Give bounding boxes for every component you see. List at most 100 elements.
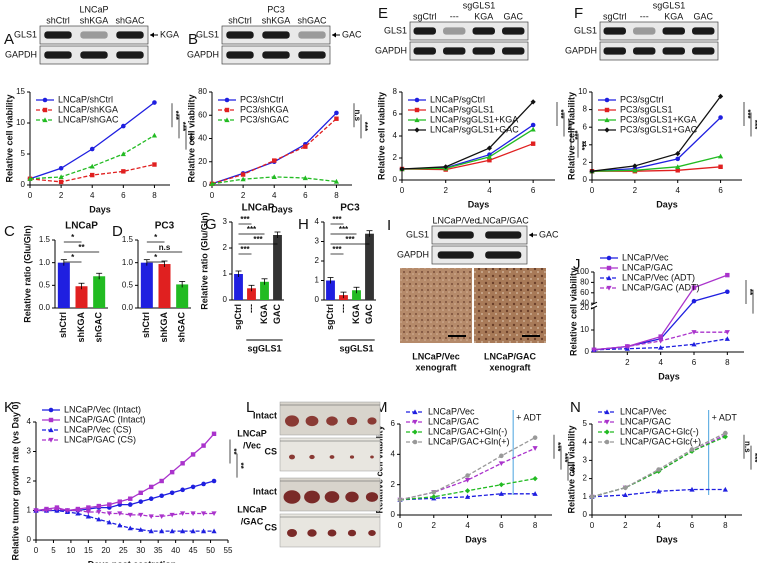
data-point [169,528,175,534]
data-point [718,164,723,170]
significance-label: *** [332,215,342,224]
data-point [169,512,175,518]
data-point [89,163,95,169]
legend-marker [604,117,610,123]
y-tick-label: 0 [223,295,228,304]
data-point [85,513,91,519]
x-tick-label: shGAC [177,312,187,343]
panel-letter: F [574,5,583,22]
legend-label: LNCaP/GAC+Gln(+) [428,436,510,446]
significance-label: *** [345,235,355,244]
significance-label: *** [563,120,572,130]
blot-title: PC3 [267,4,285,14]
blot-row-label: GAPDH [5,49,37,59]
legend-label: LNCaP/sgGLS1+GAC [430,124,519,134]
y-tick-label: 0.0 [39,303,51,312]
y-tick-label: 10 [578,87,587,96]
legend-marker [48,407,54,413]
legend-marker [414,97,420,103]
x-tick-label: 6 [499,521,504,530]
blot-band [633,27,656,35]
x-tick-label: KGA [351,304,361,325]
data-point [530,141,536,146]
significance-label: *** [332,245,342,254]
data-point [138,499,144,504]
tumor [285,415,299,427]
lane-label: sgCtrl [603,11,627,21]
x-tick-label: shKGA [159,312,169,343]
data-point [43,508,50,514]
blot-band [437,231,474,239]
y-tick-label: 4 [393,131,398,140]
data-point [96,516,102,522]
legend-marker [606,265,612,271]
panel-letter: N [570,399,581,416]
y-tick-label: 2 [27,476,32,485]
data-point [200,528,207,534]
x-tick-label: --- [246,304,256,313]
data-point [691,298,697,304]
x-tick-label: 4 [465,521,470,530]
blot-row-label: GLS1 [406,229,429,239]
data-point [530,126,536,132]
legend-marker [604,419,610,425]
y-tick-label: 1 [27,506,32,515]
data-point [431,494,437,500]
x-axis-label: Days [89,204,111,214]
data-point [443,164,449,170]
blot-strip [409,41,529,61]
legend-marker [412,419,418,425]
significance-label: *** [560,453,569,463]
data-point [148,528,154,534]
lane-label: GAC [503,11,523,21]
x-tick-label: 5 [51,546,56,555]
legend-label: LNCaP/GAC+Glc(+) [620,436,701,446]
y-tick-label: 2 [223,243,228,252]
y-tick-label: 0.0 [122,303,134,312]
bar [93,276,106,308]
x-tick-label: 4 [656,521,661,530]
legend-marker [224,97,230,103]
x-tick-label: 4 [487,186,492,195]
lane-label: KGA [664,11,683,21]
blot-band [692,47,715,55]
data-point [532,446,538,451]
blot-band [472,27,495,35]
series-line [36,480,215,512]
data-point [303,144,308,149]
legend-marker [412,439,418,445]
y-tick-label: 80 [198,87,207,96]
x-tick-label: 10 [66,546,75,555]
legend-marker [48,437,54,443]
data-point [675,151,681,157]
data-point [106,511,112,517]
x-tick-label: 0 [34,546,39,555]
data-point [138,512,144,518]
data-point [624,344,630,350]
y-axis-label: Relative cell viability [566,425,576,513]
data-point [724,336,730,341]
legend-label: LNCaP/Vec [622,252,669,262]
blot-band [298,51,326,59]
data-point [96,503,102,509]
x-tick-label: 2 [625,358,630,367]
data-point [120,151,126,157]
x-axis-label: Days [658,371,680,381]
blot-band [80,51,108,59]
y-tick-label: 6 [583,122,588,131]
x-tick-label: 4 [658,358,663,367]
data-point [138,527,144,532]
data-point [723,430,728,436]
x-axis-label: Days [468,199,490,209]
x-tick-label: GAC [364,304,374,325]
data-point [159,528,165,534]
data-point [90,172,95,178]
blot-arrow-label: GAC [539,229,559,239]
data-point [689,447,695,452]
blot-band [692,27,715,35]
data-point [127,525,133,531]
x-tick-label: 8 [725,358,730,367]
x-tick-label: --- [338,304,348,313]
image-caption: xenograft [489,362,530,372]
x-tick-label: 6 [531,186,536,195]
